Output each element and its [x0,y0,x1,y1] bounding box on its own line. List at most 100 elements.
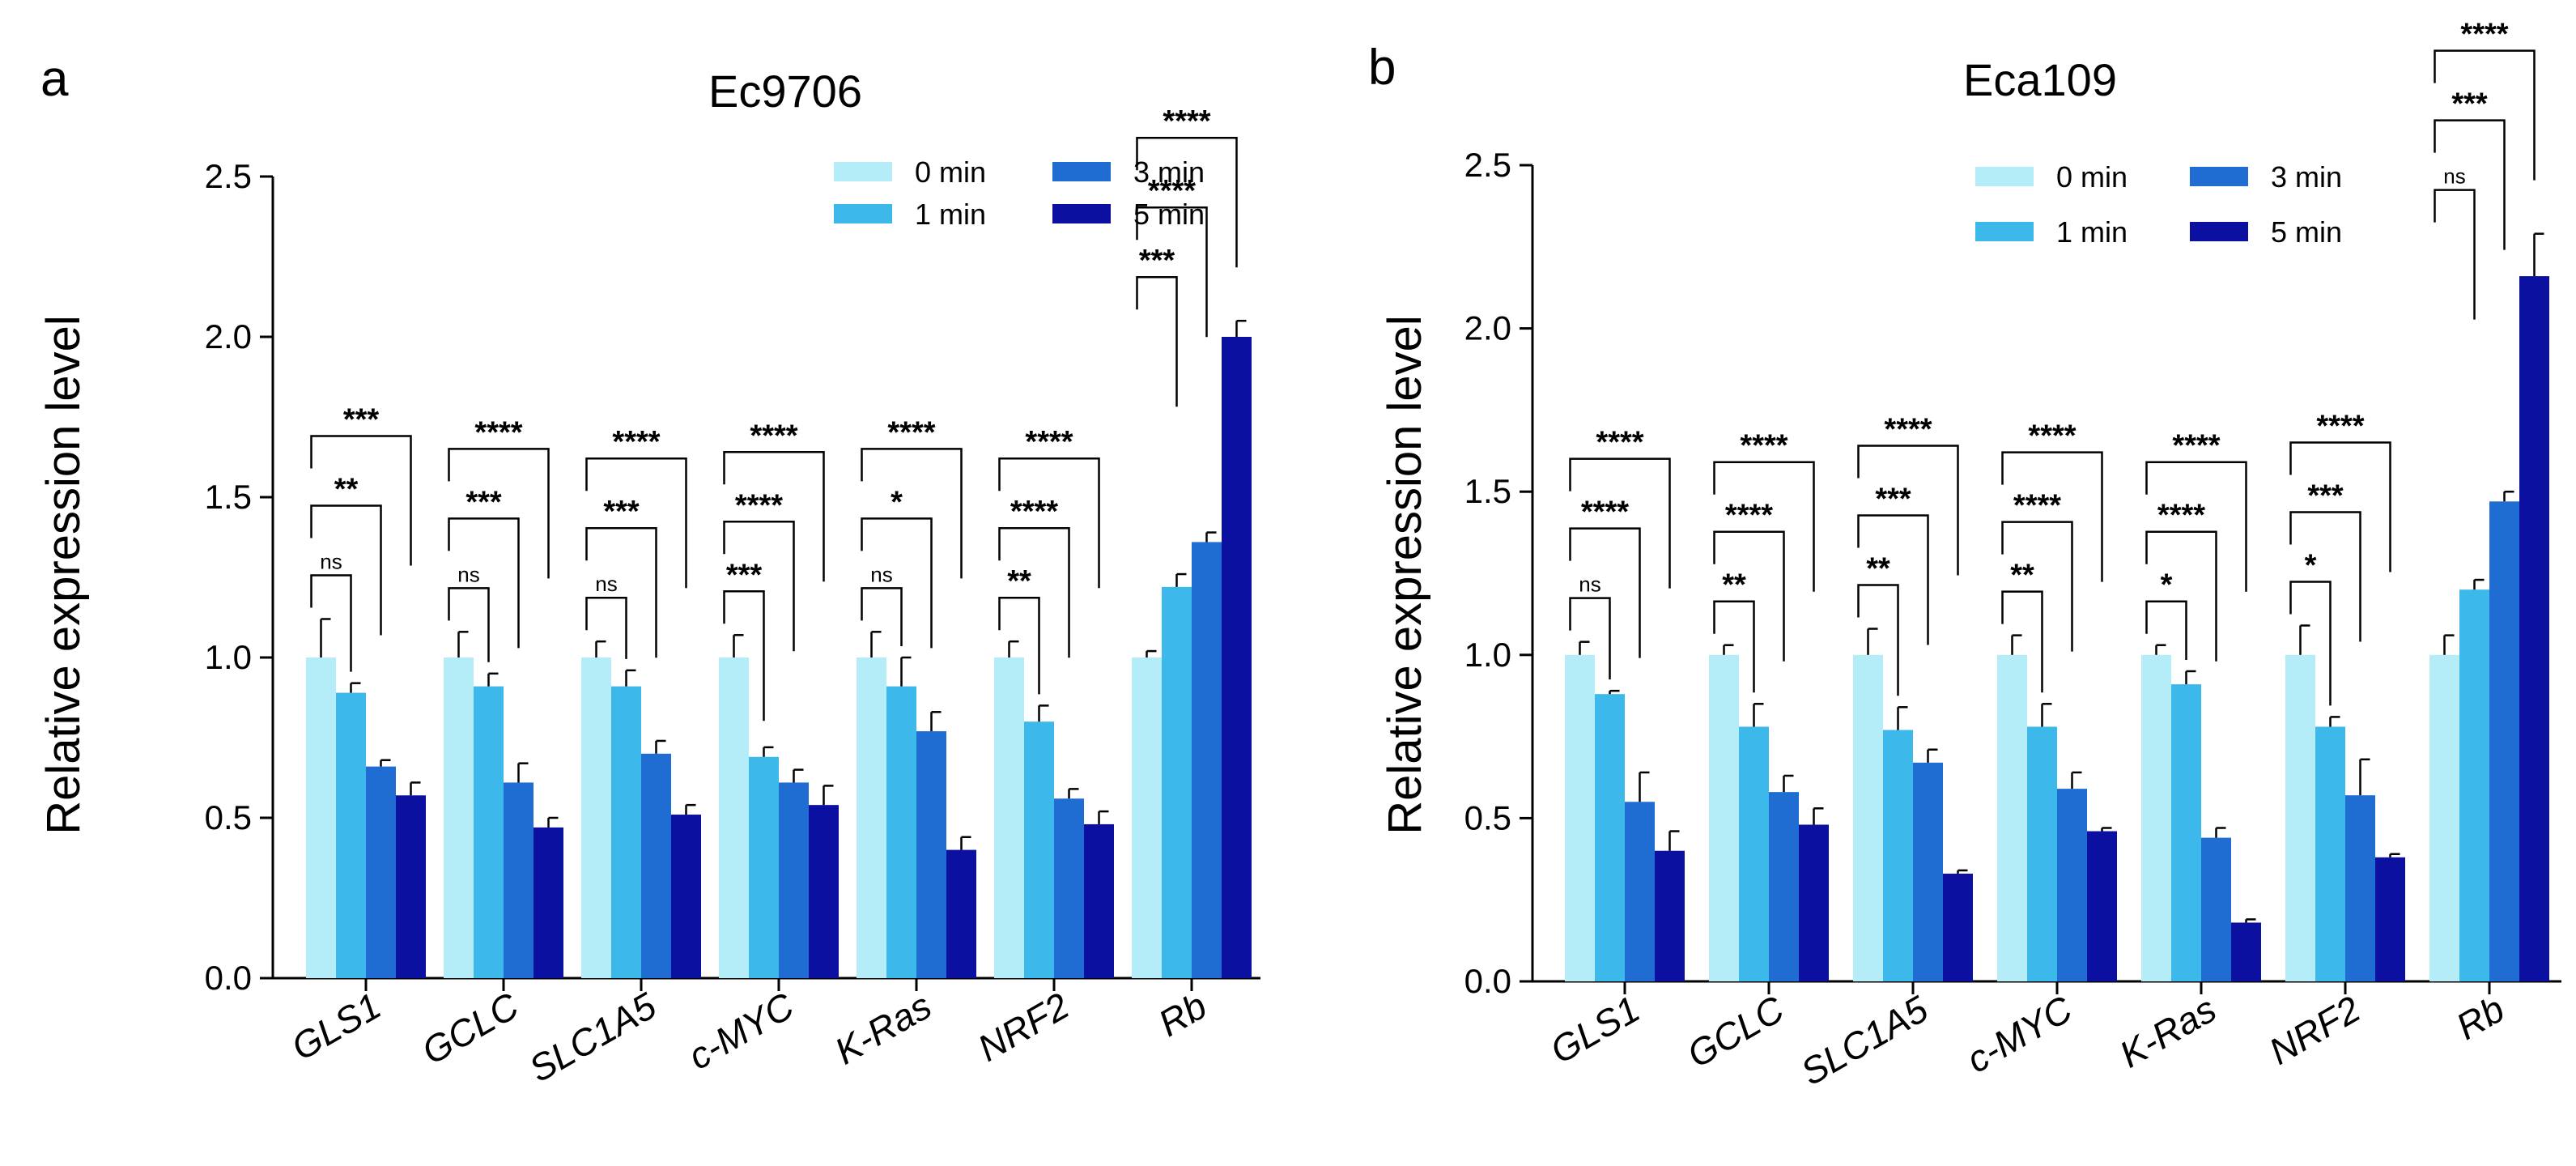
significance-label: **** [1148,174,1196,208]
significance-label: ** [1866,552,1890,586]
bar [1132,657,1162,978]
y-axis-label: Relative expression level [1379,315,1431,835]
significance-bracket [723,590,765,721]
bar [444,657,474,978]
y-tick-label: 0.0 [1464,962,1511,1000]
significance-bracket [2289,581,2332,706]
x-tick-label: NRF2 [971,985,1076,1070]
x-tick-label: c-MYC [1959,987,2079,1081]
significance-bracket [861,517,933,649]
bar [306,657,336,978]
bar [2027,726,2057,981]
legend-swatch [1975,167,2034,186]
bar [2429,654,2459,981]
significance-bracket [723,521,795,652]
significance-bracket [310,435,412,566]
bar [1709,654,1739,981]
bar [336,692,366,978]
bar [2519,276,2549,981]
significance-bracket [585,596,627,659]
significance-label: *** [2451,87,2488,121]
y-tick-label: 2.5 [1464,146,1511,184]
x-tick-label: NRF2 [2262,988,2367,1073]
bar [2489,501,2519,981]
bar [779,782,809,978]
significance-bracket [310,574,352,672]
bar [1913,762,1943,981]
bar [1883,730,1913,981]
bar [1054,798,1084,978]
legend-label: 0 min [2056,160,2128,194]
significance-bracket [2001,590,2043,693]
x-tick-label: GLS1 [1543,988,1647,1072]
bar [1222,337,1252,978]
significance-bracket [448,587,490,662]
significance-bracket [1857,584,1899,696]
significance-label: *** [465,485,502,519]
panel-ec9706: a Ec9706 Relative expression level 0.0 0.5 1.… [37,51,1260,1090]
bar [2141,654,2171,981]
y-tick-label: 2.0 [205,317,252,355]
x-tick-label: GLS1 [284,985,388,1069]
significance-label: *** [1875,483,1911,517]
significance-bracket [861,587,903,646]
x-tick-label: GCLC [1680,987,1791,1075]
x-tick-label: K-Ras [827,985,938,1073]
y-tick-label: 1.0 [205,638,252,676]
legend-label: 3 min [1133,155,1205,189]
significance-bracket [2001,451,2103,582]
significance-label: **** [1010,495,1058,529]
significance-label: * [2161,568,2173,602]
bar [1739,726,1769,981]
significance-label: ** [1722,568,1746,602]
significance-label: ns [457,562,479,586]
panel-letter: b [1368,40,1396,96]
significance-bracket [448,448,550,579]
bar [1084,823,1114,978]
significance-bracket [585,526,657,658]
significance-bracket [2289,511,2361,642]
bar [719,657,749,978]
chart-title: Ec9706 [708,66,862,117]
bar [533,827,563,978]
significance-bracket [998,457,1100,589]
significance-bracket [861,448,963,579]
significance-label: *** [726,558,763,592]
bar [2057,789,2087,981]
significance-label: ** [334,472,359,506]
bar [1655,850,1685,981]
bar [671,815,701,978]
significance-label: **** [1740,429,1787,463]
significance-label: **** [735,488,783,522]
y-tick-label: 0.5 [205,798,252,836]
legend-label: 5 min [2271,215,2342,249]
bar [1853,654,1883,981]
bar [396,795,426,978]
bar [1625,802,1655,981]
bar [366,766,396,978]
significance-label: **** [2316,410,2364,444]
significance-bracket [1569,527,1641,658]
bar [1799,824,1829,981]
bar [749,756,779,978]
significance-label: **** [474,415,522,449]
bar [916,731,946,978]
significance-label: **** [2157,499,2205,533]
significance-bracket [998,526,1070,658]
significance-label: ns [2443,164,2465,189]
significance-bracket [2145,600,2187,660]
significance-bracket [448,517,520,649]
bar [1162,586,1192,978]
x-tick-label: c-MYC [681,984,801,1078]
bar [994,657,1024,978]
legend-swatch [1052,204,1111,223]
significance-label: **** [2013,489,2061,523]
bar [1997,654,2027,981]
y-tick-label: 2.5 [205,157,252,195]
significance-label: **** [2028,419,2076,453]
x-tick-label: SLC1A5 [522,984,664,1090]
significance-bracket [1857,445,1959,576]
significance-bracket [2289,441,2391,572]
significance-label: **** [750,419,797,453]
significance-label: **** [1884,413,1932,447]
